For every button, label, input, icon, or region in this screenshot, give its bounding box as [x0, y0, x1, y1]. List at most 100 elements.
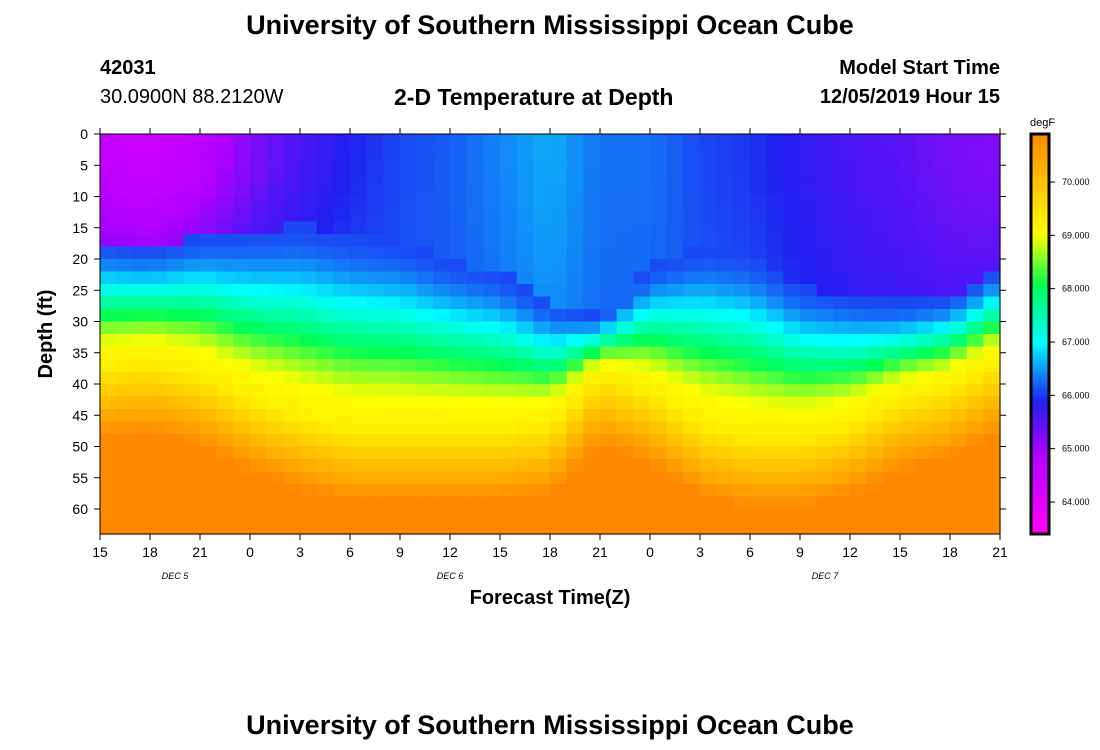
heatmap-cell	[983, 184, 1001, 198]
heatmap-cell	[766, 521, 784, 535]
heatmap-cell	[366, 284, 384, 298]
heatmap-cell	[133, 446, 151, 460]
heatmap-cell	[133, 371, 151, 385]
heatmap-cell	[150, 446, 168, 460]
heatmap-cell	[383, 371, 401, 385]
heatmap-cell	[250, 134, 268, 148]
heatmap-cell	[750, 434, 768, 448]
heatmap-cell	[950, 284, 968, 298]
heatmap-cell	[666, 196, 684, 210]
heatmap-cell	[800, 421, 818, 435]
heatmap-cell	[700, 234, 718, 248]
heatmap-cell	[100, 384, 118, 398]
heatmap-cell	[533, 496, 551, 510]
heatmap-cell	[450, 146, 468, 160]
heatmap-cell	[833, 396, 851, 410]
heatmap-cell	[950, 346, 968, 360]
heatmap-cell	[750, 409, 768, 423]
heatmap-cell	[566, 509, 584, 523]
heatmap-cell	[800, 484, 818, 498]
heatmap-cell	[633, 309, 651, 323]
heatmap-cell	[566, 146, 584, 160]
heatmap-cell	[316, 496, 334, 510]
x-tick-label: 9	[396, 544, 404, 560]
heatmap-cell	[266, 384, 284, 398]
heatmap-cell	[883, 221, 901, 235]
heatmap-cell	[583, 271, 601, 285]
heatmap-cell	[850, 434, 868, 448]
heatmap-cell	[583, 284, 601, 298]
heatmap-cell	[983, 259, 1001, 273]
heatmap-cell	[900, 321, 918, 335]
heatmap-cell	[600, 421, 618, 435]
heatmap-cell	[500, 271, 518, 285]
heatmap-cell	[966, 271, 984, 285]
heatmap-cell	[500, 384, 518, 398]
heatmap-cell	[183, 321, 201, 335]
heatmap-cell	[816, 484, 834, 498]
heatmap-cell	[966, 209, 984, 223]
heatmap-cell	[733, 209, 751, 223]
heatmap-cell	[166, 209, 184, 223]
heatmap-cell	[200, 471, 218, 485]
heatmap-cell	[866, 309, 884, 323]
heatmap-cell	[166, 446, 184, 460]
heatmap-cell	[816, 221, 834, 235]
heatmap-cell	[516, 521, 534, 535]
heatmap-cell	[866, 371, 884, 385]
heatmap-cell	[833, 196, 851, 210]
heatmap-cell	[566, 471, 584, 485]
heatmap-cell	[300, 296, 318, 310]
heatmap-cell	[750, 234, 768, 248]
heatmap-cell	[566, 271, 584, 285]
heatmap-cell	[833, 409, 851, 423]
heatmap-cell	[866, 484, 884, 498]
heatmap-cell	[983, 346, 1001, 360]
heatmap-cell	[750, 259, 768, 273]
colorbar-label: 66.000	[1062, 390, 1090, 400]
heatmap-cell	[800, 459, 818, 473]
heatmap-cell	[316, 259, 334, 273]
heatmap-cell	[133, 271, 151, 285]
heatmap-cell	[283, 196, 301, 210]
heatmap-cell	[516, 459, 534, 473]
heatmap-cell	[450, 296, 468, 310]
heatmap-cell	[633, 296, 651, 310]
heatmap-cell	[166, 384, 184, 398]
heatmap-cell	[400, 509, 418, 523]
heatmap-cell	[816, 296, 834, 310]
heatmap-cell	[166, 309, 184, 323]
heatmap-cell	[366, 434, 384, 448]
heatmap-cell	[733, 184, 751, 198]
heatmap-cell	[383, 159, 401, 173]
heatmap-cell	[683, 384, 701, 398]
heatmap-cell	[950, 396, 968, 410]
heatmap-cell	[700, 271, 718, 285]
heatmap-cell	[833, 284, 851, 298]
heatmap-cell	[150, 234, 168, 248]
heatmap-cell	[833, 221, 851, 235]
heatmap-cell	[150, 271, 168, 285]
heatmap-cell	[966, 521, 984, 535]
heatmap-cell	[800, 221, 818, 235]
heatmap-cell	[650, 334, 668, 348]
heatmap-cell	[600, 134, 618, 148]
heatmap-cell	[250, 371, 268, 385]
heatmap-cell	[916, 359, 934, 373]
heatmap-cell	[666, 384, 684, 398]
heatmap-cell	[983, 484, 1001, 498]
heatmap-cell	[766, 309, 784, 323]
heatmap-cell	[766, 134, 784, 148]
heatmap-cell	[200, 359, 218, 373]
heatmap-cell	[233, 509, 251, 523]
heatmap-cell	[116, 234, 134, 248]
heatmap-cell	[866, 171, 884, 185]
heatmap-cell	[433, 234, 451, 248]
heatmap-cell	[500, 246, 518, 260]
heatmap-cell	[133, 471, 151, 485]
heatmap-cell	[750, 396, 768, 410]
heatmap-cell	[850, 396, 868, 410]
heatmap-cell	[750, 509, 768, 523]
heatmap-cell	[483, 221, 501, 235]
heatmap-cell	[683, 146, 701, 160]
